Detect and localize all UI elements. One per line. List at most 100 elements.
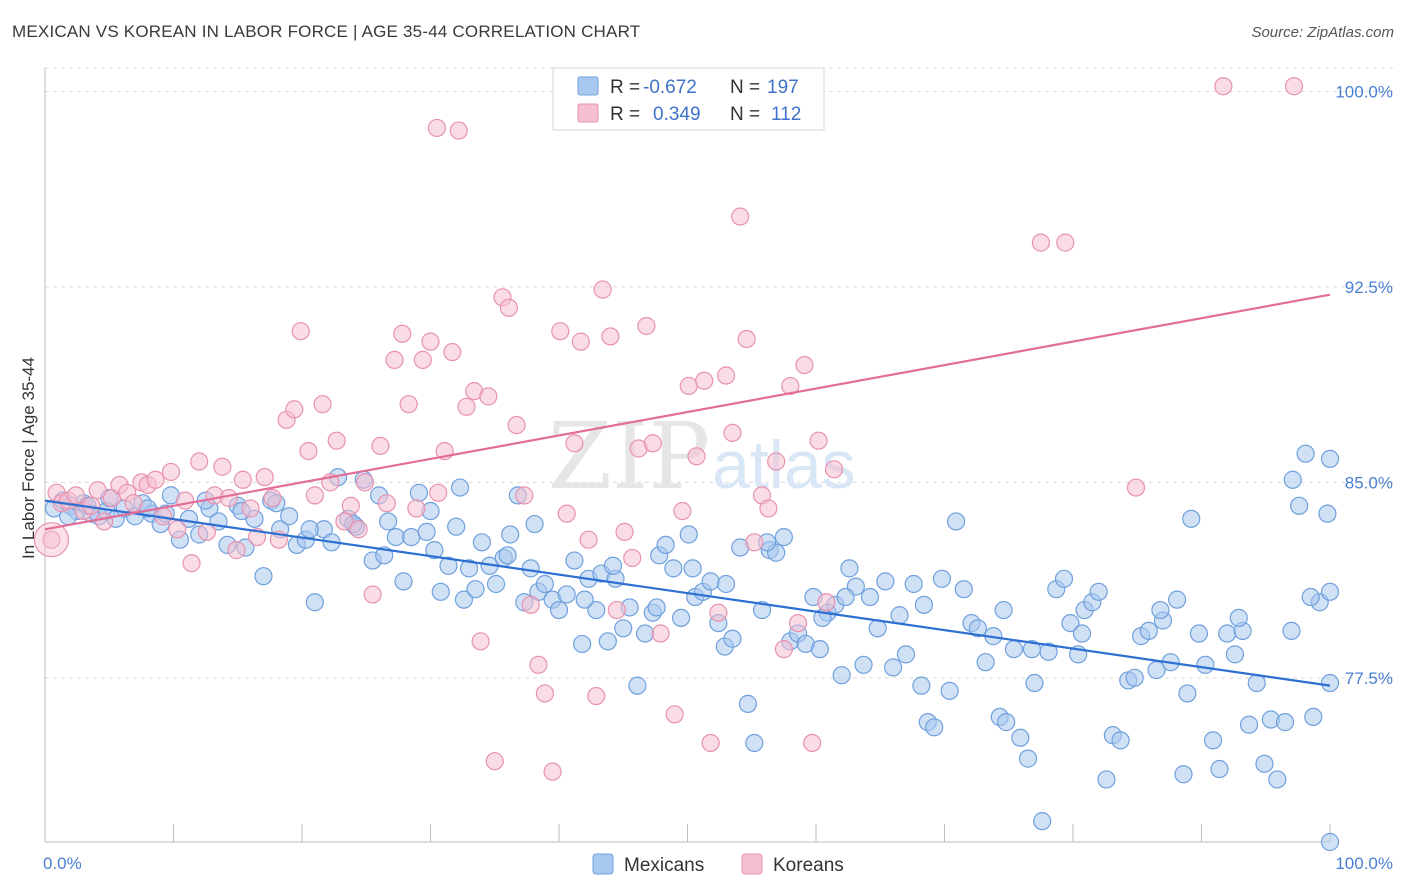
point-mexicans: [425, 541, 444, 560]
point-mexicans: [1301, 587, 1320, 607]
point-koreans: [665, 705, 684, 724]
point-mexicans: [1268, 770, 1287, 789]
point-mexicans: [394, 572, 413, 591]
point-mexicans: [896, 645, 916, 664]
point-mexicans: [498, 546, 517, 565]
point-koreans: [485, 752, 504, 771]
point-koreans: [529, 655, 548, 674]
point-mexicans: [1296, 444, 1315, 463]
point-mexicans: [472, 533, 491, 552]
point-koreans: [124, 494, 143, 513]
point-mexicans: [386, 527, 405, 547]
point-koreans: [601, 327, 620, 346]
point-mexicans: [836, 587, 855, 607]
y-tick-labels: 77.5% 85.0% 92.5% 100.0%: [1335, 82, 1393, 687]
point-koreans: [227, 541, 246, 560]
point-mexicans: [1054, 569, 1074, 588]
point-koreans: [161, 462, 181, 482]
point-mexicans: [932, 569, 952, 588]
point-mexicans: [501, 525, 520, 544]
point-mexicans: [1022, 640, 1041, 659]
legend-r-label-1: R =: [610, 77, 640, 98]
point-koreans: [363, 585, 382, 604]
point-mexicans: [1247, 673, 1266, 693]
x-tick-label: 0.0%: [43, 854, 82, 873]
point-mexicans: [1139, 621, 1158, 641]
y-tick-label: 100.0%: [1335, 82, 1393, 101]
point-koreans: [429, 483, 448, 502]
x-tick-labels: 0.0% 100.0%: [43, 854, 1393, 873]
point-koreans: [213, 457, 232, 476]
point-koreans: [1031, 233, 1050, 252]
point-mexicans: [603, 556, 623, 575]
legend-r-value-1: -0.672: [643, 77, 697, 98]
point-mexicans: [1239, 715, 1259, 734]
point-koreans: [305, 486, 324, 505]
point-koreans: [774, 640, 793, 659]
point-mexicans: [1011, 728, 1030, 747]
point-mexicans: [635, 624, 655, 643]
point-mexicans: [679, 525, 698, 544]
point-mexicans: [402, 527, 421, 547]
point-koreans: [407, 499, 426, 518]
point-koreans: [687, 447, 706, 466]
point-koreans: [809, 431, 828, 450]
point-koreans: [499, 298, 518, 317]
point-koreans: [745, 533, 764, 552]
point-mexicans: [664, 559, 683, 578]
point-koreans: [543, 762, 562, 781]
point-koreans: [95, 512, 114, 531]
point-mexicans: [409, 483, 429, 502]
point-koreans: [515, 486, 534, 505]
trend-lines: [44, 293, 1331, 687]
point-mexicans: [1167, 590, 1187, 609]
point-koreans: [565, 434, 584, 453]
point-mexicans: [946, 512, 966, 531]
axes: [44, 68, 1331, 843]
point-mexicans: [587, 600, 606, 620]
point-mexicans: [439, 556, 458, 575]
point-koreans: [716, 366, 736, 385]
point-koreans: [535, 684, 554, 703]
point-koreans: [399, 395, 418, 414]
point-koreans: [701, 733, 720, 753]
point-koreans: [146, 470, 165, 489]
point-koreans-large: [33, 522, 70, 558]
point-koreans: [623, 548, 642, 568]
point-mexicans: [1320, 832, 1340, 852]
point-mexicans: [854, 655, 873, 674]
point-koreans: [479, 387, 498, 406]
point-koreans: [651, 624, 670, 643]
point-koreans: [795, 355, 814, 375]
point-koreans: [175, 491, 195, 510]
point-mexicans: [1061, 613, 1080, 633]
legend-r-value-2: 0.349: [653, 104, 701, 125]
point-koreans: [788, 613, 808, 633]
point-mexicans: [1097, 770, 1116, 789]
point-koreans: [767, 452, 786, 471]
point-mexicans: [1255, 754, 1274, 773]
legend-n-value-2: 112: [771, 104, 801, 125]
point-mexicans: [752, 600, 772, 620]
point-mexicans: [598, 632, 617, 651]
point-koreans: [219, 488, 238, 508]
point-koreans: [723, 423, 742, 442]
point-mexicans: [1004, 640, 1023, 659]
point-koreans: [88, 481, 107, 500]
point-mexicans: [486, 574, 506, 594]
point-koreans: [1214, 77, 1233, 96]
point-koreans: [233, 470, 252, 489]
legend-swatch-koreans-bottom: [741, 853, 763, 875]
watermark-zip: ZIP: [548, 403, 710, 510]
point-koreans: [299, 441, 318, 461]
point-mexicans: [994, 600, 1013, 620]
point-mexicans: [876, 572, 895, 591]
point-mexicans: [683, 559, 702, 578]
point-mexicans: [997, 713, 1016, 732]
point-mexicans: [431, 582, 450, 601]
point-koreans: [197, 522, 217, 541]
point-koreans: [507, 415, 526, 435]
point-mexicans: [925, 718, 944, 737]
point-mexicans: [573, 634, 592, 654]
point-mexicans: [647, 598, 666, 617]
